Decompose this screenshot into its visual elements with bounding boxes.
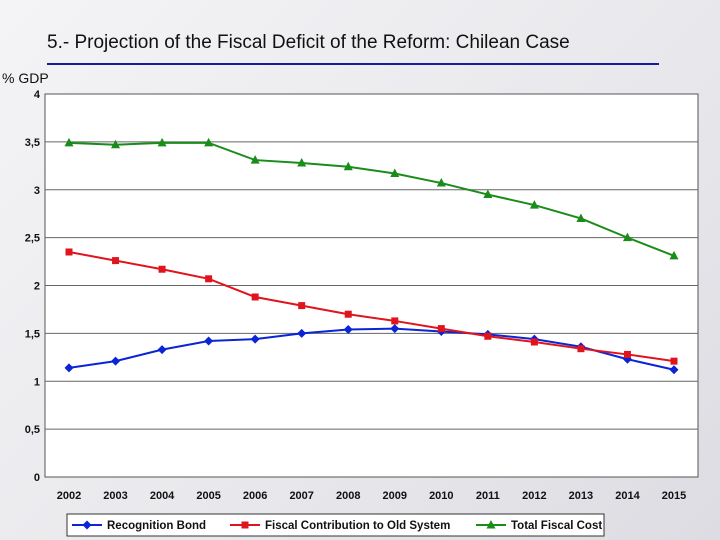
legend-label: Total Fiscal Cost — [511, 520, 602, 532]
data-point — [390, 324, 400, 334]
x-tick-label: 2006 — [243, 490, 267, 502]
legend-label: Fiscal Contribution to Old System — [265, 520, 450, 532]
y-tick-label: 2 — [34, 281, 40, 293]
data-point — [204, 336, 214, 346]
data-point — [390, 168, 400, 177]
data-point — [437, 325, 445, 333]
x-tick-label: 2012 — [522, 490, 546, 502]
data-point — [436, 178, 446, 187]
legend-box — [66, 513, 605, 537]
data-point — [251, 293, 259, 301]
legend-marker — [486, 520, 496, 529]
data-point — [204, 137, 214, 147]
data-point — [343, 325, 353, 335]
data-point — [250, 334, 260, 344]
x-tick-label: 2011 — [476, 490, 500, 502]
data-point — [297, 328, 307, 338]
data-point — [344, 310, 352, 318]
x-tick-label: 2007 — [289, 490, 313, 502]
data-point — [623, 350, 631, 358]
data-point — [158, 265, 166, 273]
series-line — [68, 327, 675, 371]
data-point — [577, 345, 585, 353]
y-tick-label: 3,5 — [25, 137, 40, 149]
data-point — [111, 139, 121, 149]
legend-entry: Fiscal Contribution to Old System — [230, 520, 450, 532]
data-point — [64, 363, 74, 373]
title-rule — [47, 63, 659, 65]
data-point — [343, 161, 353, 171]
legend-entry: Total Fiscal Cost — [476, 520, 602, 532]
data-point — [576, 213, 586, 222]
series-line — [68, 251, 675, 363]
data-point — [530, 338, 538, 346]
x-tick-label: 2009 — [383, 490, 407, 502]
data-point — [112, 257, 120, 265]
x-tick-label: 2002 — [57, 490, 81, 502]
y-tick-label: 4 — [34, 89, 41, 101]
data-point — [669, 250, 679, 260]
series-1 — [65, 248, 678, 365]
series-line — [68, 141, 675, 257]
y-tick-label: 0,5 — [25, 424, 40, 436]
x-tick-label: 2003 — [103, 490, 127, 502]
x-tick-label: 2005 — [196, 490, 220, 502]
y-axis-ticks: 0 0,5 1 1,5 2 2,5 3 3,5 4 — [25, 89, 41, 484]
data-point — [670, 357, 678, 365]
data-point — [298, 302, 306, 310]
series-group — [64, 137, 679, 375]
legend-marker — [82, 520, 92, 530]
y-tick-label: 2,5 — [25, 233, 40, 245]
x-tick-label: 2015 — [662, 490, 686, 502]
y-tick-label: 0 — [34, 472, 40, 484]
x-tick-label: 2004 — [150, 490, 175, 502]
legend-entry: Recognition Bond — [72, 520, 206, 532]
x-tick-label: 2013 — [569, 490, 593, 502]
x-tick-label: 2008 — [336, 490, 360, 502]
legend-label: Recognition Bond — [107, 520, 206, 532]
legend-marker — [241, 521, 249, 529]
gridlines — [45, 141, 698, 430]
slide-title: 5.- Projection of the Fiscal Deficit of … — [47, 32, 570, 53]
data-point — [157, 345, 167, 355]
data-point — [205, 275, 213, 283]
y-tick-label: 3 — [34, 185, 40, 197]
data-point — [250, 155, 260, 164]
y-tick-label: 1,5 — [25, 328, 40, 340]
data-point — [483, 189, 493, 199]
data-point — [64, 137, 74, 147]
data-point — [65, 248, 73, 256]
y-unit-label: % GDP — [2, 70, 49, 86]
x-axis-ticks: 2002 2003 2004 2005 2006 2007 2008 2009 2010 2011… — [57, 490, 686, 502]
data-point — [111, 356, 121, 366]
data-point — [297, 157, 307, 167]
data-point — [622, 232, 632, 242]
data-point — [391, 317, 399, 325]
data-point — [529, 200, 539, 209]
legend: Recognition Bond Fiscal Contribution to O… — [66, 513, 605, 537]
y-tick-label: 1 — [34, 376, 40, 388]
x-tick-label: 2014 — [615, 490, 640, 502]
data-point — [157, 137, 167, 147]
data-point — [484, 332, 492, 340]
data-point — [669, 365, 679, 375]
series-0 — [64, 324, 679, 375]
x-tick-label: 2010 — [429, 490, 453, 502]
series-2 — [64, 137, 679, 260]
